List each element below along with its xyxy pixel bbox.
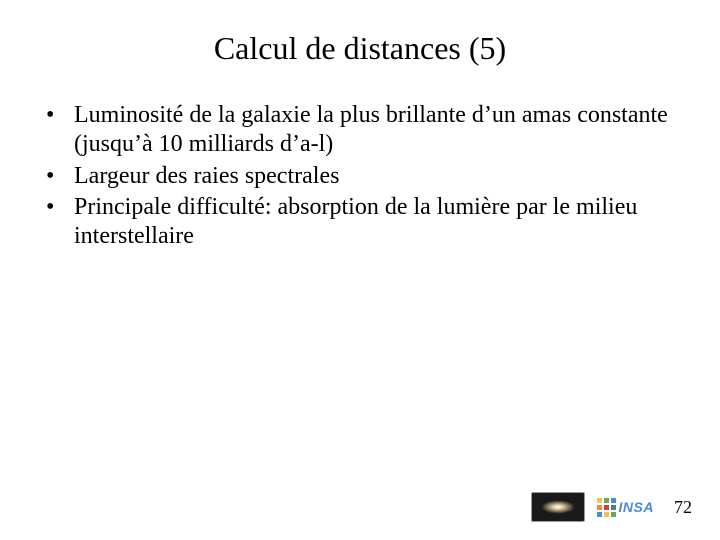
- slide-title: Calcul de distances (5): [40, 30, 680, 67]
- insa-dots-icon: [597, 498, 616, 517]
- page-number: 72: [674, 497, 692, 518]
- slide-footer: INSA 72: [531, 492, 692, 522]
- bullet-item: Luminosité de la galaxie la plus brillan…: [40, 101, 680, 160]
- slide: Calcul de distances (5) Luminosité de la…: [0, 0, 720, 540]
- bullet-item: Largeur des raies spectrales: [40, 162, 680, 191]
- bullet-item: Principale difficulté: absorption de la …: [40, 193, 680, 252]
- bullet-list: Luminosité de la galaxie la plus brillan…: [40, 101, 680, 251]
- galaxy-icon: [531, 492, 585, 522]
- insa-logo: INSA: [597, 498, 654, 517]
- insa-logo-text: INSA: [619, 499, 654, 515]
